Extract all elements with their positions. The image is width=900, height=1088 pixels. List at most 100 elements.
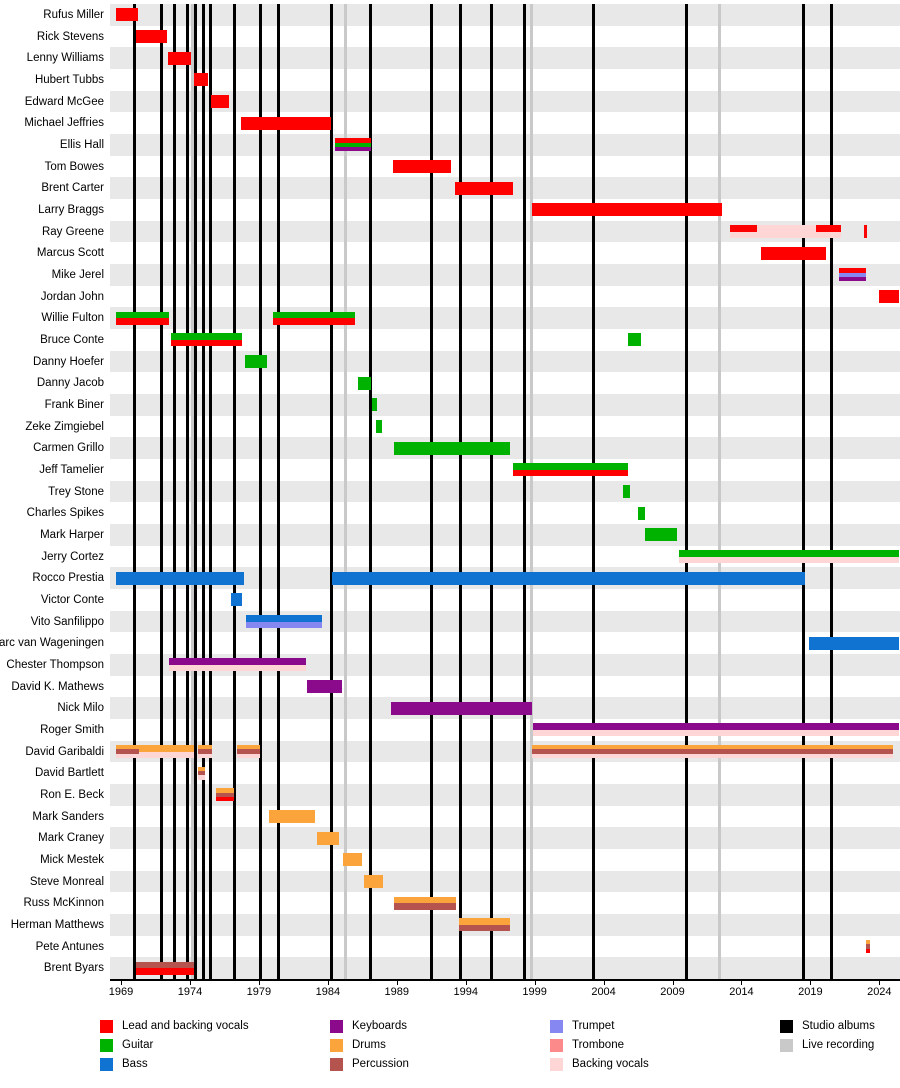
member-label-marc-van-wageningen: Marc van Wageningen [0, 637, 104, 650]
timeline-bar [394, 896, 457, 910]
member-label-nick-milo: Nick Milo [57, 702, 104, 715]
row-band [110, 827, 900, 849]
bar-segment-drums [138, 745, 195, 752]
legend-label-backing-vocals: Backing vocals [572, 1058, 649, 1070]
bar-segment-drums [316, 831, 339, 845]
row-band [110, 394, 900, 416]
timeline-bar [839, 268, 866, 282]
timeline-bar [167, 51, 192, 65]
timeline-bar [809, 636, 899, 650]
member-label-michael-jeffries: Michael Jeffries [24, 117, 104, 130]
legend-swatch-backing-vocals [550, 1058, 563, 1071]
x-axis-tick [327, 981, 329, 985]
timeline-bar [679, 550, 899, 563]
bar-segment-backing [533, 729, 899, 737]
row-band [110, 112, 900, 134]
timeline-bar [454, 181, 513, 195]
row-band [110, 892, 900, 914]
legend-swatch-trombone [550, 1039, 563, 1052]
timeline-bar [115, 745, 139, 758]
row-band [110, 632, 900, 654]
bar-segment-vocals [216, 796, 235, 802]
row-band [110, 329, 900, 351]
timeline-bar [216, 788, 235, 802]
studio-album-line [185, 4, 189, 979]
bar-segment-drums [394, 896, 457, 904]
studio-album-line [801, 4, 805, 979]
member-label-mick-mestek: Mick Mestek [40, 853, 104, 866]
bar-segment-keyboards [307, 680, 342, 693]
timeline-bar [316, 831, 339, 845]
studio-album-line [133, 4, 137, 979]
legend-swatch-live-recording [780, 1039, 793, 1052]
timeline-bar [246, 615, 323, 628]
timeline-bar [531, 745, 894, 758]
row-band [110, 849, 900, 871]
member-label-ray-greene: Ray Greene [41, 225, 104, 238]
timeline-bar [210, 95, 229, 108]
row-band [110, 47, 900, 69]
bar-segment-guitar [334, 142, 371, 147]
studio-album-line [159, 4, 163, 979]
timeline-bar [622, 485, 630, 498]
x-axis-tick-label: 1999 [522, 986, 547, 998]
row-band [110, 654, 900, 676]
timeline-bar [331, 571, 805, 585]
member-label-ron-e-beck: Ron E. Beck [40, 788, 104, 801]
row-band [110, 935, 900, 958]
member-label-willie-fulton: Willie Fulton [41, 312, 104, 325]
legend-label-drums: Drums [352, 1039, 386, 1051]
legend-swatch-drums [330, 1039, 343, 1052]
row-band [110, 307, 900, 329]
bar-segment-backing [198, 775, 206, 780]
bar-segment-drums [531, 745, 894, 750]
bar-segment-drums [458, 918, 510, 925]
bar-segment-keyboards [533, 723, 899, 730]
member-label-herman-matthews: Herman Matthews [10, 918, 104, 931]
bar-segment-percussion [198, 749, 213, 754]
row-band [110, 524, 900, 546]
member-label-victor-conte: Victor Conte [40, 593, 104, 606]
timeline-bar [730, 225, 757, 238]
row-band [110, 459, 900, 481]
bar-segment-guitar [272, 311, 356, 319]
bar-segment-bass [809, 636, 899, 650]
bar-segment-drums [216, 788, 235, 793]
bar-segment-bass [231, 593, 243, 607]
timeline-bar [394, 441, 510, 455]
bar-segment-keyboards [391, 701, 532, 715]
timeline-bar [638, 506, 645, 520]
legend-label-studio-albums: Studio albums [802, 1020, 875, 1032]
bar-segment-bass [331, 571, 805, 585]
member-label-chester-thompson: Chester Thompson [6, 658, 104, 671]
timeline-bar [512, 463, 629, 477]
bar-segment-keyboards [334, 146, 371, 152]
timeline-bar [198, 745, 213, 758]
member-label-mark-craney: Mark Craney [38, 832, 104, 845]
row-band [110, 155, 900, 178]
timeline-bar [363, 875, 383, 888]
bar-segment-drums [198, 766, 206, 771]
x-axis-tick [465, 981, 467, 985]
row-band [110, 285, 900, 308]
member-label-roger-smith: Roger Smith [40, 723, 104, 736]
live-recording-line [344, 4, 348, 979]
row-band [110, 589, 900, 611]
member-label-ellis-hall: Ellis Hall [59, 138, 104, 151]
legend-label-percussion: Percussion [352, 1058, 409, 1070]
bar-segment-guitar [245, 355, 268, 368]
bar-segment-percussion [115, 749, 139, 754]
row-band [110, 90, 900, 113]
bar-segment-guitar [376, 420, 382, 433]
bar-segment-vocals [136, 30, 167, 43]
bar-segment-guitar [394, 441, 510, 455]
row-band [110, 957, 900, 979]
timeline-bar [115, 311, 170, 325]
timeline-bar [307, 680, 342, 693]
timeline-bar [343, 853, 363, 867]
member-label-zeke-zimgiebel: Zeke Zimgiebel [25, 420, 104, 433]
bar-segment-backing [169, 664, 306, 672]
timeline-bar [272, 311, 356, 325]
bar-segment-percussion [394, 903, 457, 910]
